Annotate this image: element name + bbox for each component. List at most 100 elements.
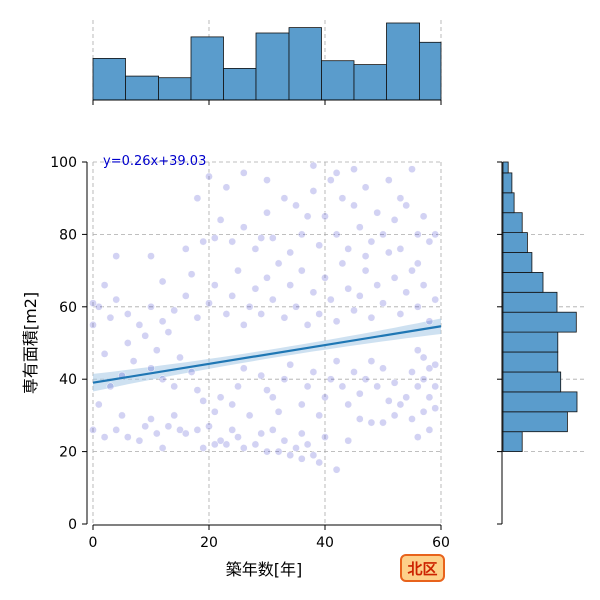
- data-point: [326, 176, 335, 184]
- data-point: [89, 299, 97, 308]
- data-point: [419, 375, 428, 384]
- data-point: [199, 444, 208, 452]
- data-point: [379, 364, 387, 373]
- data-point: [158, 277, 167, 286]
- data-point: [222, 440, 231, 449]
- data-point: [309, 161, 318, 170]
- data-point: [390, 378, 399, 387]
- data-point: [303, 440, 312, 449]
- data-point: [367, 357, 376, 365]
- data-point: [123, 339, 132, 347]
- data-point: [158, 375, 167, 384]
- data-point: [315, 310, 324, 318]
- data-point: [321, 212, 329, 221]
- data-point: [332, 169, 341, 177]
- region-badge-label: 北区: [407, 560, 437, 578]
- data-point: [315, 458, 324, 467]
- data-point: [355, 292, 364, 300]
- data-point: [315, 411, 324, 420]
- data-point: [257, 234, 266, 242]
- data-point: [367, 313, 376, 322]
- data-point: [344, 284, 353, 293]
- x-tick-label: 60: [432, 535, 450, 551]
- data-point: [94, 400, 103, 409]
- data-point: [332, 230, 341, 239]
- data-point: [147, 252, 155, 260]
- data-point: [431, 382, 440, 391]
- data-point: [216, 393, 225, 402]
- regression-line: [92, 325, 442, 384]
- data-point: [193, 194, 202, 203]
- data-point: [239, 223, 248, 232]
- data-point: [193, 313, 202, 322]
- data-point: [193, 426, 202, 434]
- data-point: [396, 194, 405, 203]
- data-point: [315, 241, 324, 250]
- top-histogram-bar: [321, 60, 355, 101]
- data-point: [355, 389, 364, 398]
- data-point: [251, 440, 260, 449]
- data-point: [384, 397, 393, 405]
- data-point: [367, 418, 376, 427]
- data-point: [123, 310, 132, 318]
- data-point: [274, 259, 283, 268]
- data-point: [158, 444, 167, 452]
- data-point: [425, 317, 434, 326]
- data-point: [344, 436, 353, 445]
- right-histogram-bar: [502, 331, 559, 353]
- data-point: [297, 429, 306, 438]
- data-point: [263, 273, 271, 282]
- top-histogram-bar: [125, 75, 159, 101]
- data-point: [170, 411, 179, 420]
- data-point: [286, 281, 295, 289]
- data-point: [152, 429, 161, 438]
- data-point: [193, 386, 202, 394]
- data-point: [263, 208, 271, 217]
- data-point: [355, 415, 364, 423]
- data-point: [419, 212, 428, 221]
- top-histogram-bar: [353, 64, 387, 101]
- top-histogram-bar: [419, 41, 442, 101]
- data-point: [350, 368, 358, 376]
- data-point: [152, 346, 161, 355]
- data-point: [210, 281, 219, 289]
- y-axis-label: 専有面積[m2]: [21, 292, 40, 394]
- data-point: [123, 433, 132, 441]
- data-point: [280, 436, 289, 445]
- data-point: [396, 245, 405, 253]
- regression-equation: y=0.26x+39.03: [103, 154, 206, 169]
- data-point: [257, 371, 266, 380]
- top-histogram-bar: [190, 36, 224, 101]
- data-point: [396, 400, 405, 409]
- data-point: [251, 245, 260, 253]
- right-histogram-bar: [502, 351, 559, 373]
- data-point: [390, 273, 399, 282]
- data-point: [268, 234, 277, 242]
- data-point: [135, 321, 144, 329]
- data-point: [228, 400, 237, 409]
- data-point: [187, 270, 196, 279]
- data-point: [338, 194, 347, 203]
- data-point: [239, 364, 248, 373]
- data-point: [129, 357, 138, 365]
- data-point: [280, 194, 289, 203]
- data-point: [89, 321, 97, 329]
- data-point: [413, 259, 422, 268]
- data-point: [251, 284, 260, 293]
- data-point: [390, 411, 399, 420]
- data-point: [355, 223, 364, 232]
- data-point: [257, 310, 266, 318]
- data-point: [431, 404, 440, 413]
- x-tick-label: 40: [316, 535, 334, 551]
- y-tick-label: 40: [59, 372, 77, 388]
- right-histogram-bar: [502, 431, 523, 453]
- data-point: [216, 436, 225, 445]
- data-point: [344, 245, 353, 253]
- data-point: [350, 306, 358, 315]
- data-point: [361, 375, 370, 384]
- data-point: [199, 237, 208, 246]
- data-point: [234, 433, 242, 441]
- data-point: [210, 407, 219, 416]
- data-point: [431, 230, 440, 239]
